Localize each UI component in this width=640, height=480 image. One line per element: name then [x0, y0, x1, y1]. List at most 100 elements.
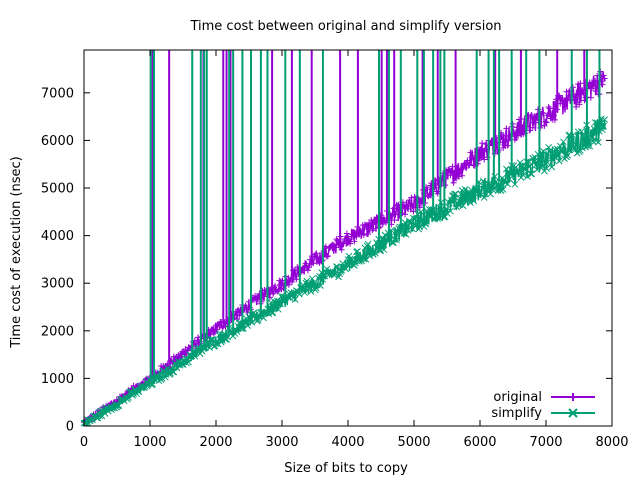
point-original: [287, 275, 294, 282]
point-original: [210, 330, 217, 337]
point-simplify: [373, 239, 380, 246]
point-simplify: [399, 224, 407, 232]
point-original: [577, 80, 584, 87]
point-simplify: [552, 151, 560, 158]
x-tick-label: 7000: [529, 435, 562, 450]
point-simplify: [594, 138, 602, 146]
point-simplify: [486, 182, 493, 189]
legend-marker-original: [569, 393, 577, 401]
point-original: [509, 120, 516, 127]
x-tick-label: 6000: [463, 435, 496, 450]
point-original: [528, 112, 535, 119]
point-simplify: [170, 368, 178, 376]
point-original: [362, 223, 369, 230]
point-simplify: [571, 146, 579, 154]
point-simplify: [224, 333, 231, 341]
point-original: [572, 96, 579, 103]
point-original: [389, 212, 396, 219]
point-original: [274, 288, 281, 295]
point-original: [469, 154, 476, 161]
point-simplify: [387, 226, 395, 234]
legend-label-simplify: simplify: [491, 406, 542, 421]
point-original: [367, 222, 374, 229]
point-original: [293, 276, 300, 283]
point-original: [426, 192, 433, 199]
series-original: [81, 50, 608, 427]
point-original: [339, 240, 346, 247]
point-simplify: [288, 290, 296, 298]
point-simplify: [460, 191, 468, 198]
point-original: [242, 302, 249, 309]
point-simplify: [236, 319, 244, 326]
point-simplify: [555, 157, 563, 165]
point-simplify: [364, 240, 372, 248]
point-simplify: [543, 165, 550, 172]
point-simplify: [129, 392, 136, 399]
point-simplify: [569, 131, 577, 139]
point-simplify: [422, 220, 430, 228]
point-simplify: [240, 325, 247, 332]
x-tick-label: 4000: [331, 435, 364, 450]
point-simplify: [278, 292, 285, 300]
point-simplify: [519, 171, 527, 179]
point-simplify: [156, 369, 164, 377]
point-original: [600, 72, 607, 79]
point-simplify: [429, 207, 436, 214]
point-original: [540, 110, 547, 117]
point-simplify: [254, 316, 262, 324]
point-simplify: [380, 246, 388, 254]
point-simplify: [388, 239, 396, 246]
point-simplify: [372, 249, 379, 257]
point-simplify: [127, 388, 134, 396]
point-original: [236, 312, 243, 319]
point-simplify: [542, 160, 549, 167]
legend: original simplify: [491, 390, 595, 421]
point-simplify: [435, 203, 443, 211]
x-tick-label: 8000: [595, 435, 628, 450]
y-axis-title: Time cost of execution (nsec): [9, 156, 24, 349]
point-simplify: [398, 224, 406, 231]
point-simplify: [191, 352, 199, 360]
point-original: [478, 155, 485, 162]
series-layer: [80, 50, 608, 427]
point-simplify: [93, 414, 101, 422]
point-simplify: [330, 271, 338, 279]
point-original: [365, 231, 372, 238]
point-simplify: [480, 194, 488, 201]
point-original: [310, 260, 317, 267]
point-simplify: [146, 376, 153, 384]
point-original: [550, 112, 557, 119]
point-simplify: [516, 159, 524, 167]
point-original: [551, 116, 558, 123]
point-simplify: [179, 361, 187, 368]
point-simplify: [548, 163, 556, 171]
point-original: [408, 194, 415, 201]
point-simplify: [470, 197, 478, 205]
x-tick-label: 5000: [397, 435, 430, 450]
point-original: [482, 146, 489, 153]
point-original: [464, 157, 471, 164]
point-simplify: [564, 151, 572, 159]
x-tick-label: 3000: [265, 435, 298, 450]
point-simplify: [185, 358, 192, 366]
point-simplify: [551, 146, 559, 153]
point-simplify: [467, 199, 474, 207]
point-simplify: [528, 170, 536, 178]
point-original: [409, 203, 416, 210]
y-tick-label: 5000: [41, 182, 74, 197]
x-tick-label: 2000: [199, 435, 232, 450]
point-simplify: [452, 190, 460, 198]
point-original: [580, 89, 587, 96]
point-original: [592, 77, 599, 84]
point-simplify: [583, 121, 591, 129]
point-original: [505, 137, 512, 144]
point-original: [530, 119, 537, 126]
point-original: [554, 106, 561, 113]
point-original: [573, 103, 580, 110]
point-simplify: [572, 137, 580, 145]
point-original: [543, 119, 550, 126]
legend-sample-simplify: [551, 408, 595, 418]
x-tick-label: 1000: [133, 435, 166, 450]
point-simplify: [402, 230, 410, 238]
point-original: [354, 223, 361, 230]
